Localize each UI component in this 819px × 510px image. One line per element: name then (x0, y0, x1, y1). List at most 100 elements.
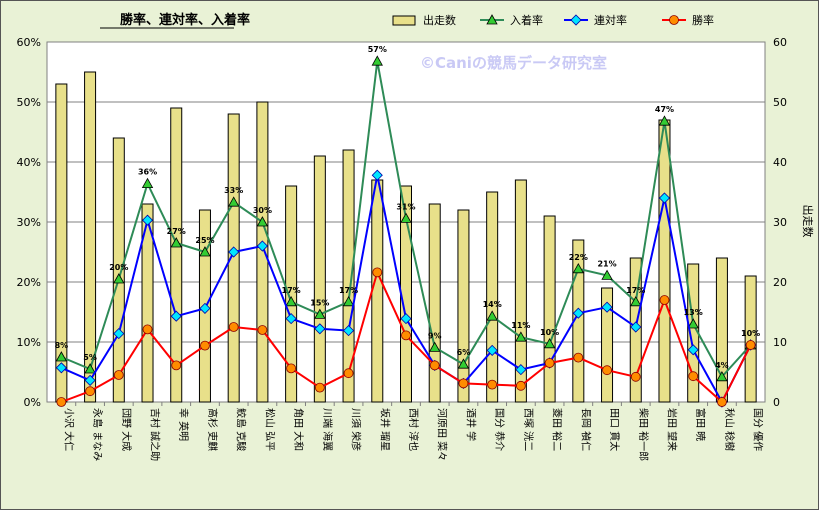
bar (141, 203, 154, 403)
point-marker (687, 318, 699, 329)
point-marker (55, 362, 67, 374)
point-marker (56, 397, 67, 407)
point-marker (84, 363, 96, 374)
y2-tick-label: 50 (773, 96, 787, 109)
point-marker (658, 192, 671, 204)
bar (428, 203, 441, 403)
point-marker (515, 380, 526, 391)
legend-swatch (392, 15, 416, 26)
point-marker (199, 302, 211, 314)
point-marker (285, 313, 297, 325)
y-tick-label: 40% (17, 156, 41, 169)
data-label: 14% (483, 300, 502, 309)
data-label: 27% (167, 227, 186, 236)
point-marker (371, 55, 383, 66)
point-marker (543, 337, 556, 349)
data-label: 30% (253, 206, 272, 215)
data-label: 57% (368, 45, 387, 54)
point-marker (602, 365, 612, 376)
x-tick-label: 鮫島 克駿 (235, 408, 248, 451)
x-tick-label: 秋山 稔樹 (723, 408, 736, 451)
point-marker (429, 341, 441, 352)
point-marker (745, 340, 756, 350)
data-label: 47% (655, 105, 674, 114)
data-label: 10% (741, 329, 760, 338)
axes: 0% 0 10% 10 20% 20 30% 30 40% 40 50% 50 60% 60 小沢 大仁 永島… (17, 36, 787, 461)
point-marker (630, 321, 642, 333)
x-tick-label: 富田 暁 (694, 408, 707, 441)
point-marker (113, 328, 125, 340)
data-label: 11% (511, 321, 530, 330)
data-label: 13% (684, 308, 703, 317)
data-label: 31% (396, 202, 415, 211)
point-marker (170, 237, 182, 248)
data-labels: 8% 5% 20% 36% 27% 25% 33% 30% 17% 15% 17% 57% 31% 9% 6… (55, 45, 761, 370)
point-marker (228, 322, 239, 332)
data-label: 17% (626, 286, 645, 295)
point-marker (487, 379, 498, 390)
x-tick-label: 角田 大和 (292, 408, 305, 451)
x-tick-label: 松山 弘平 (263, 408, 276, 451)
point-marker (371, 169, 383, 181)
point-marker (486, 344, 498, 356)
point-marker (342, 325, 355, 337)
y2-tick-label: 60 (773, 36, 787, 49)
y-tick-label: 0% (24, 396, 41, 409)
bar (514, 179, 527, 403)
point-marker (256, 240, 268, 252)
point-marker (457, 358, 470, 369)
x-tick-label: 小沢 大仁 (62, 408, 75, 451)
point-marker (572, 262, 584, 274)
x-tick-label: 永島 まなみ (91, 408, 104, 461)
y-tick-label: 30% (17, 216, 41, 229)
data-label: 10% (540, 328, 559, 337)
legend-label: 連対率 (594, 13, 627, 27)
x-tick-label: 川端 海翼 (321, 408, 334, 451)
point-marker (659, 295, 670, 305)
x-tick-label: 河原田 菜々 (436, 408, 448, 461)
point-marker (256, 216, 269, 227)
x-tick-label: 岩田 望来 (665, 408, 678, 451)
point-marker (544, 358, 555, 368)
bar (744, 275, 757, 403)
point-marker (200, 340, 210, 351)
data-label: 22% (569, 253, 588, 262)
y2-tick-label: 20 (773, 276, 787, 289)
x-tick-label: 団野 大成 (120, 408, 133, 451)
bar (371, 179, 384, 403)
point-marker (688, 371, 699, 382)
data-label: 33% (224, 186, 243, 195)
point-marker (314, 323, 326, 335)
point-marker (142, 324, 153, 335)
x-tick-label: 高杉 吏麒 (206, 408, 219, 451)
y-tick-label: 20% (17, 276, 41, 289)
point-marker (515, 331, 527, 342)
point-marker (630, 295, 642, 307)
bar (285, 185, 298, 403)
point-marker (343, 368, 354, 379)
x-tick-label: 吉村 誠之助 (149, 408, 162, 461)
point-marker (286, 363, 297, 374)
point-marker (342, 295, 355, 307)
data-label: 8% (55, 341, 69, 350)
point-marker (314, 308, 326, 319)
point-marker (486, 310, 498, 321)
point-marker (372, 267, 383, 278)
x-tick-label: 幸 英明 (177, 408, 190, 441)
point-marker (400, 313, 412, 325)
point-marker (85, 386, 95, 397)
x-tick-label: 田口 貫太 (608, 408, 621, 451)
x-tick-label: 長岡 禎仁 (579, 408, 592, 451)
point-marker (228, 196, 240, 207)
point-marker (113, 370, 124, 380)
x-tick-label: 坂井 瑠星 (378, 408, 391, 451)
point-marker (429, 360, 440, 371)
point-marker (141, 177, 154, 189)
x-tick-label: 菱田 裕二 (551, 408, 564, 451)
bar (457, 209, 470, 403)
y-tick-label: 10% (17, 336, 41, 349)
y2-tick-label: 0 (773, 396, 780, 409)
point-marker (658, 115, 671, 126)
x-tick-label: 酒井 学 (464, 408, 477, 441)
